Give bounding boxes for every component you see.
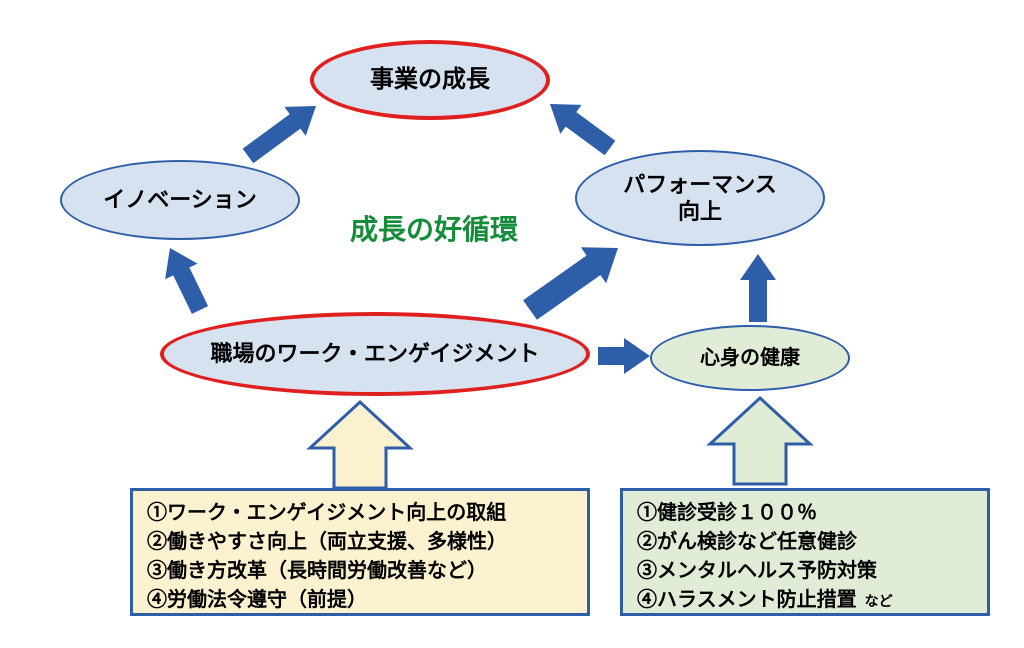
node-performance: パフォーマンス 向上 bbox=[575, 150, 825, 246]
node-work-engagement: 職場のワーク・エンゲイジメント bbox=[160, 312, 590, 396]
node-label: イノベーション bbox=[103, 186, 257, 214]
center-label-text: 成長の好循環 bbox=[350, 214, 518, 245]
node-business-growth: 事業の成長 bbox=[310, 40, 550, 120]
box-suffix: など bbox=[865, 593, 893, 609]
node-label: 職場のワーク・エンゲイジメント bbox=[210, 340, 539, 368]
box-line: ①健診受診１００％ bbox=[637, 499, 973, 528]
arrow-engagement-to-health bbox=[598, 338, 650, 374]
arrow-engagement-to-innovation bbox=[165, 248, 208, 314]
node-health: 心身の健康 bbox=[650, 325, 850, 391]
arrow-engagement-to-performance bbox=[523, 247, 618, 320]
box-line: ③働き方改革（長時間労働改善など） bbox=[147, 557, 573, 586]
box-line: ②がん検診など任意健診 bbox=[637, 528, 973, 557]
node-label: 心身の健康 bbox=[700, 346, 800, 371]
node-innovation: イノベーション bbox=[60, 160, 300, 240]
box-line: ③メンタルヘルス予防対策 bbox=[637, 557, 973, 586]
node-label: 事業の成長 bbox=[370, 65, 490, 95]
arrow-innovation-to-growth bbox=[243, 106, 316, 163]
box-line: ④ハラスメント防止措置など bbox=[637, 586, 973, 615]
box-line: ④労働法令遵守（前提） bbox=[147, 586, 573, 615]
center-label-virtuous-cycle: 成長の好循環 bbox=[350, 208, 518, 248]
node-label: パフォーマンス 向上 bbox=[623, 171, 777, 226]
arrow-performance-to-growth bbox=[550, 104, 615, 155]
big-arrow-right bbox=[710, 398, 810, 484]
box-line: ②働きやすさ向上（両立支援、多様性） bbox=[147, 528, 573, 557]
arrow-health-to-performance bbox=[740, 254, 776, 322]
diagram-stage: 事業の成長 イノベーション パフォーマンス 向上 職場のワーク・エンゲイジメント… bbox=[0, 0, 1024, 648]
box-health-initiatives: ①健診受診１００％②がん検診など任意健診③メンタルヘルス予防対策④ハラスメント防… bbox=[620, 488, 990, 616]
big-arrow-left bbox=[310, 402, 410, 488]
box-engagement-initiatives: ①ワーク・エンゲイジメント向上の取組②働きやすさ向上（両立支援、多様性）③働き方… bbox=[130, 488, 590, 616]
box-line: ①ワーク・エンゲイジメント向上の取組 bbox=[147, 499, 573, 528]
